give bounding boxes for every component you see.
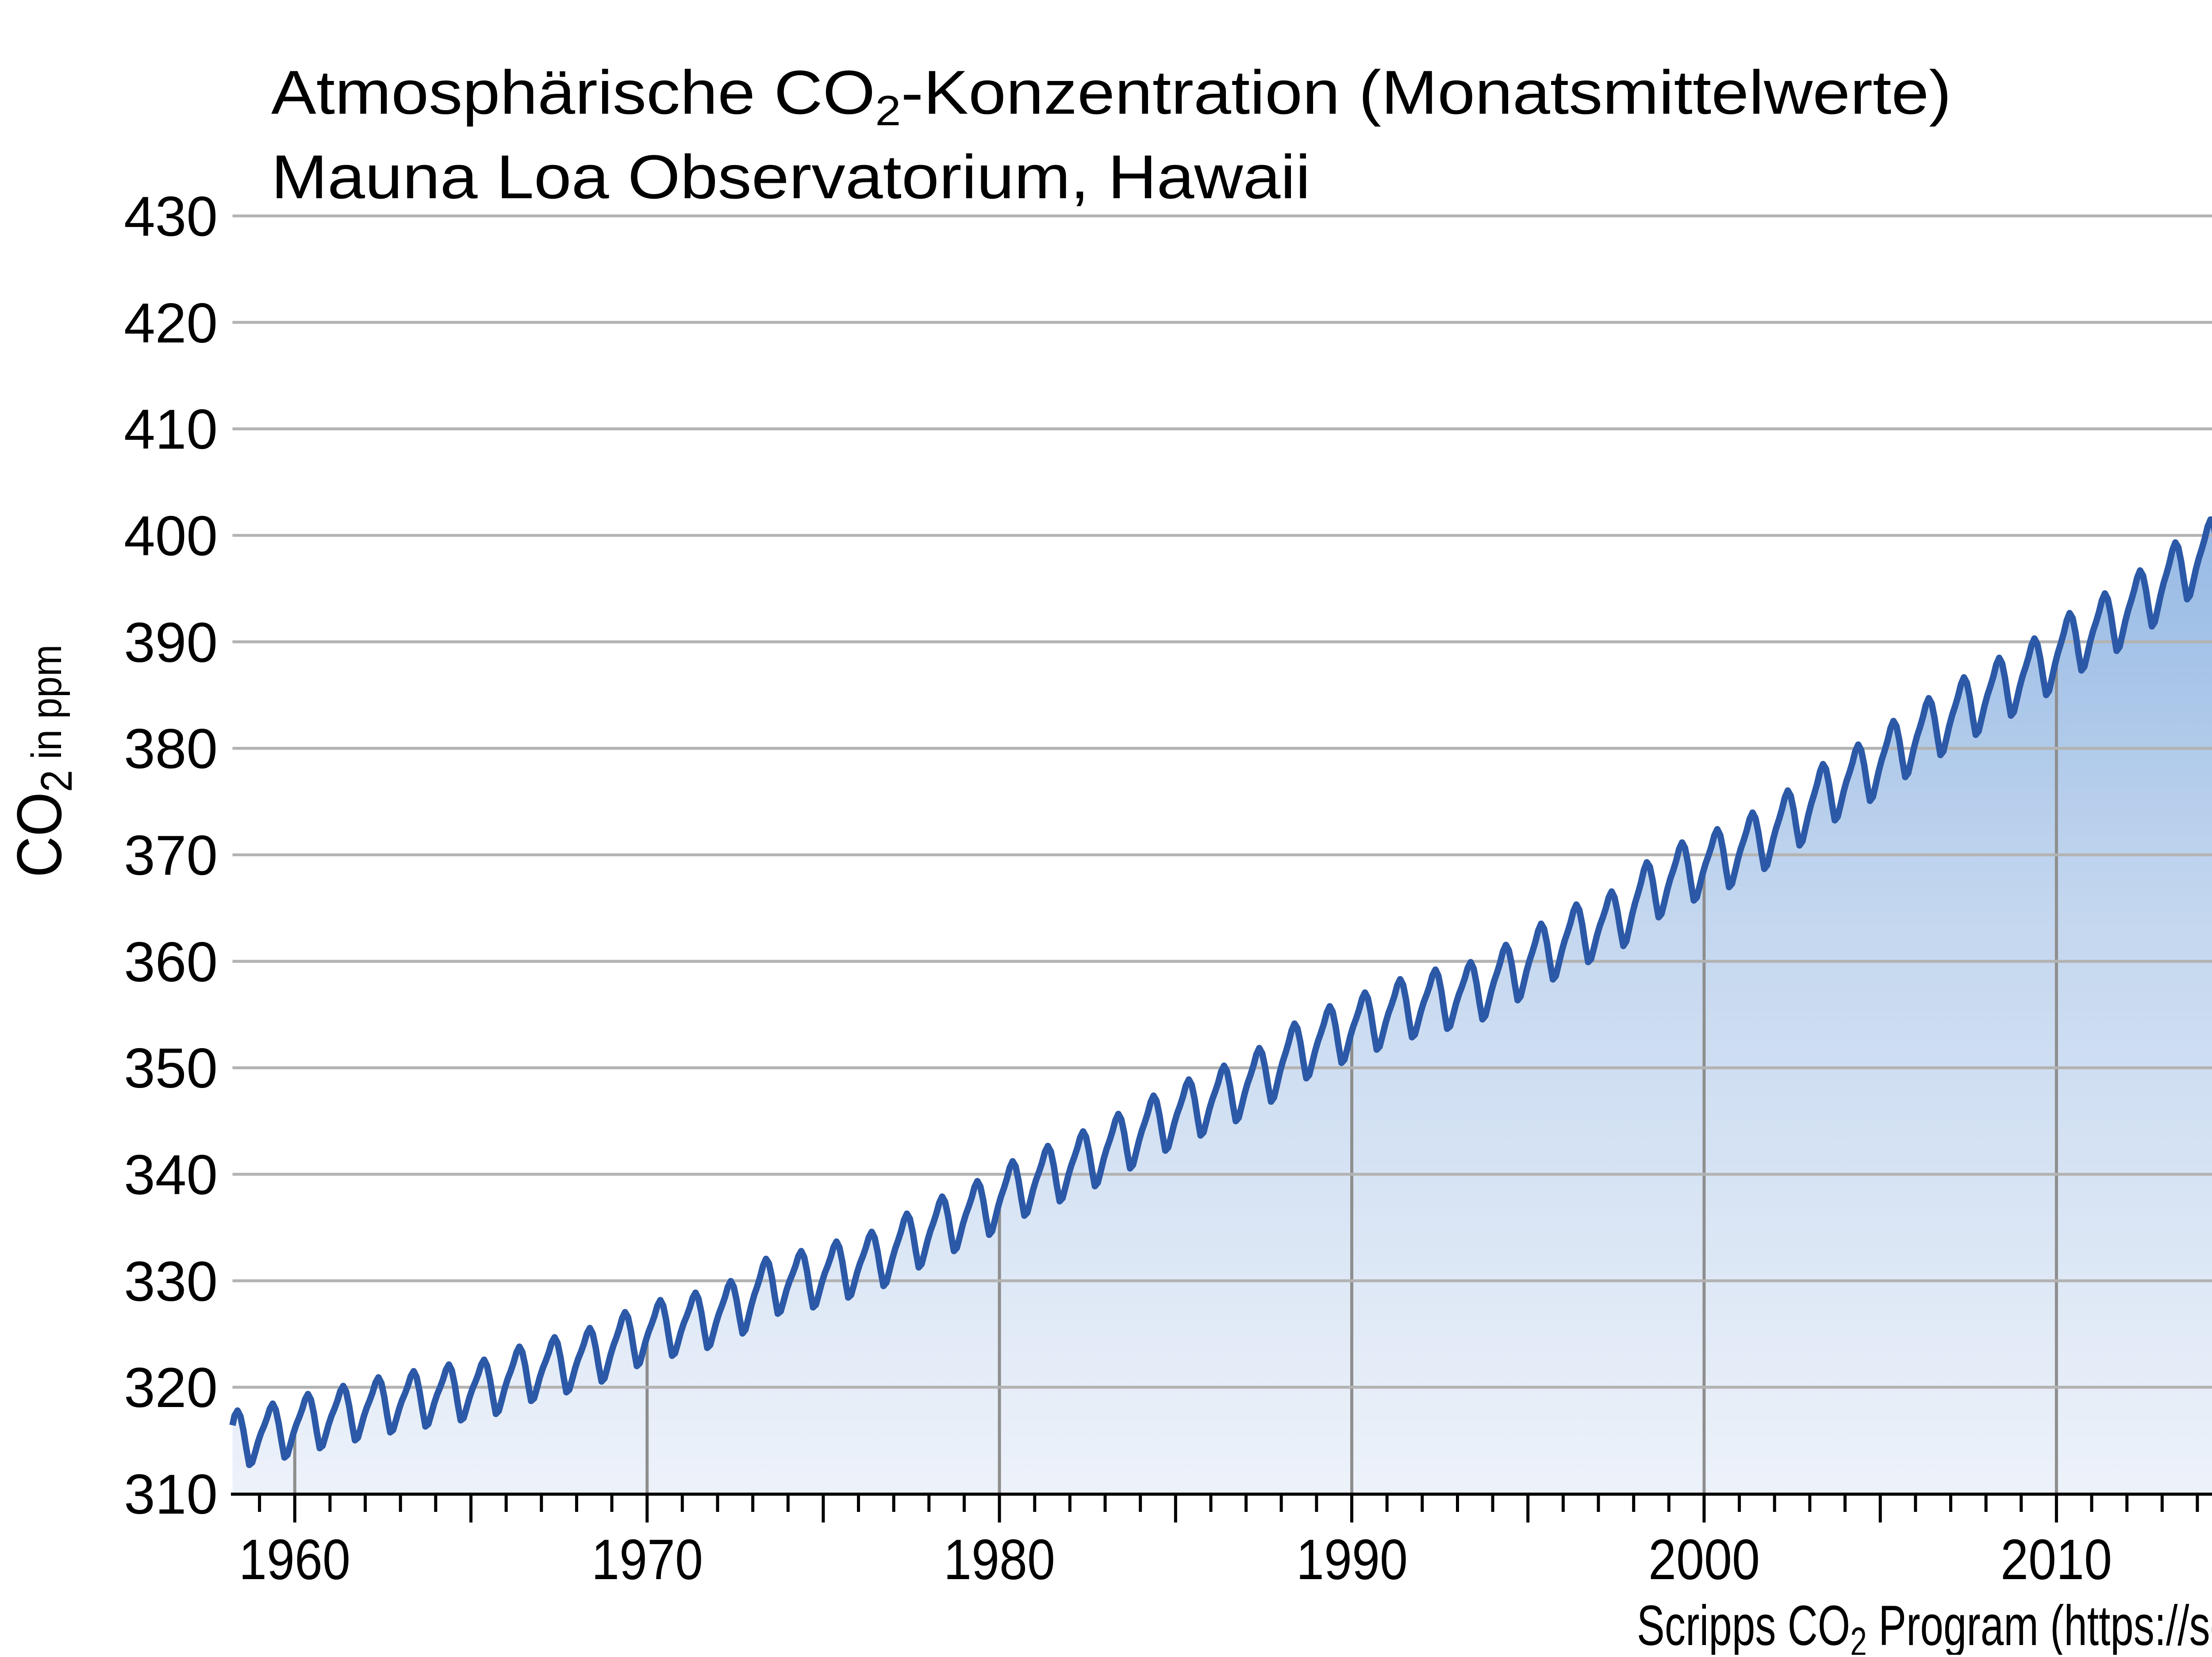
svg-text:2000: 2000 [1648, 1528, 1760, 1592]
svg-text:1970: 1970 [591, 1528, 703, 1592]
svg-text:350: 350 [124, 1037, 218, 1100]
svg-text:400: 400 [124, 504, 218, 567]
svg-text:1960: 1960 [239, 1528, 350, 1592]
svg-text:420: 420 [124, 292, 218, 354]
svg-text:310: 310 [124, 1463, 218, 1526]
svg-text:430: 430 [124, 185, 218, 248]
svg-text:320: 320 [124, 1356, 218, 1419]
svg-text:410: 410 [124, 398, 218, 461]
svg-text:1990: 1990 [1296, 1528, 1408, 1592]
svg-text:330: 330 [124, 1250, 218, 1313]
svg-text:370: 370 [124, 824, 218, 887]
svg-text:340: 340 [124, 1143, 218, 1206]
svg-text:1980: 1980 [944, 1528, 1055, 1592]
svg-text:Scripps CO2 Program (https://: Scripps CO2 Program (https://scrippsco2.… [1637, 1594, 2212, 1655]
svg-text:Atmosphärische CO2-Konzentrati: Atmosphärische CO2-Konzentration (Monats… [271, 58, 1951, 135]
svg-text:360: 360 [124, 930, 218, 993]
svg-text:2010: 2010 [2001, 1528, 2112, 1592]
svg-text:380: 380 [124, 717, 218, 780]
svg-text:Mauna Loa Observatorium, Hawai: Mauna Loa Observatorium, Hawaii [271, 142, 1310, 212]
svg-text:390: 390 [124, 611, 218, 674]
